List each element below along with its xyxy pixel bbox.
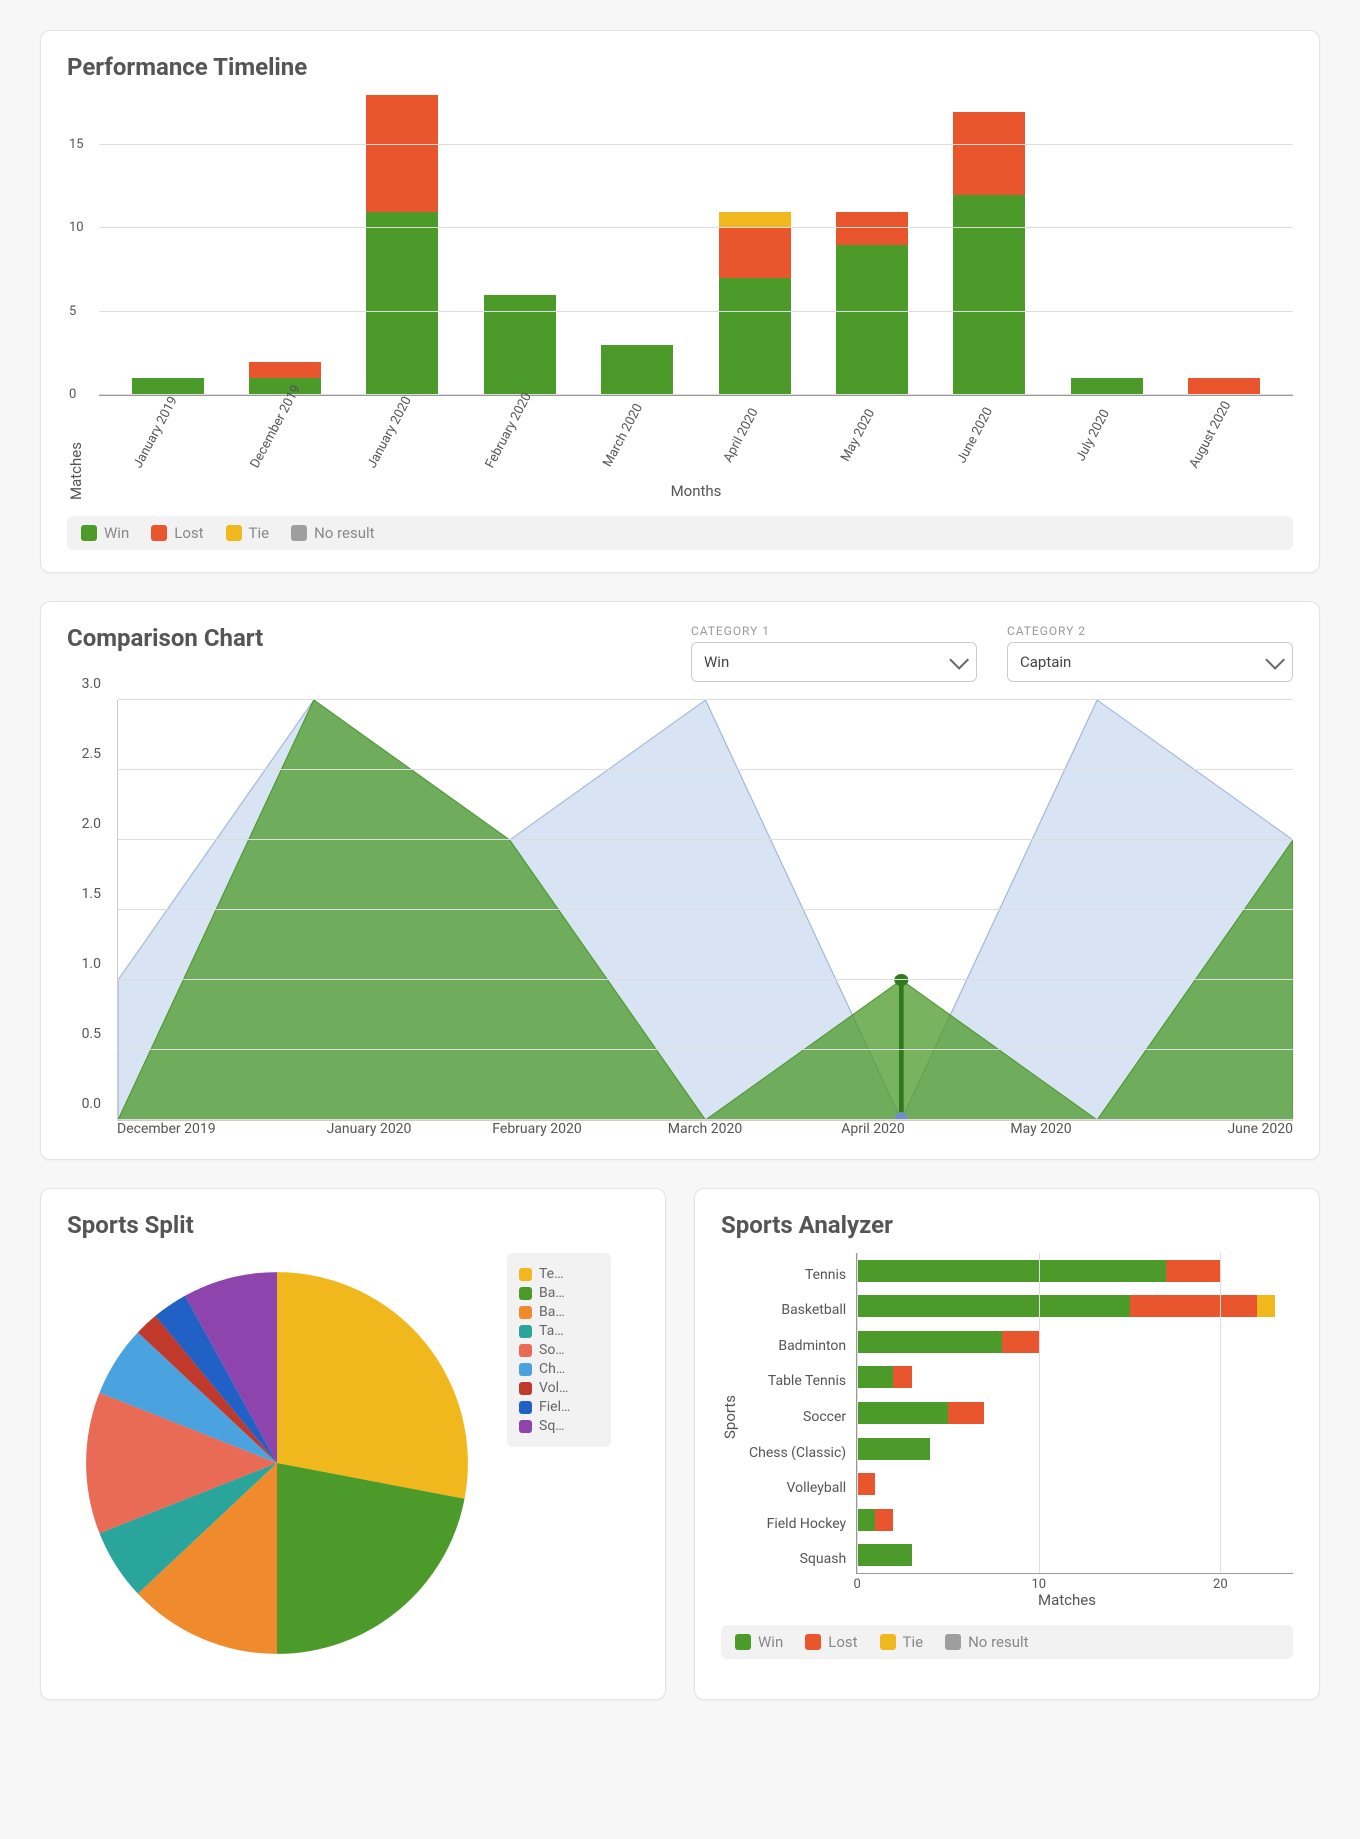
dashboard: Performance Timeline Matches 051015 Janu… [0,0,1360,1760]
legend-item[interactable]: Lost [151,524,203,542]
category1-label: CATEGORY 1 [691,624,977,638]
legend-item[interactable]: Te… [519,1266,599,1282]
comparison-xtick: February 2020 [453,1121,621,1137]
timeline-bar[interactable] [836,212,908,395]
legend-item[interactable]: Win [735,1633,783,1651]
legend-item[interactable]: Ba… [519,1304,599,1320]
legend-item[interactable]: Vol… [519,1380,599,1396]
category1-value: Win [704,653,729,671]
legend-item[interactable]: Tie [226,524,270,542]
sports-analyzer-plot: 01020 [856,1253,1293,1574]
sports-analyzer-bar[interactable] [857,1366,1293,1388]
timeline-bar[interactable] [719,212,791,395]
sports-analyzer-ytick: Soccer [749,1409,846,1425]
chevron-down-icon [1265,650,1285,670]
timeline-bar[interactable] [601,345,673,395]
timeline-bar[interactable] [249,362,321,395]
legend-item[interactable]: Sq… [519,1418,599,1434]
comparison-xtick: May 2020 [957,1121,1125,1137]
category2-group: CATEGORY 2 Captain [1007,624,1293,682]
category2-select[interactable]: Captain [1007,642,1293,682]
comparison-xtick: June 2020 [1125,1121,1293,1137]
category2-label: CATEGORY 2 [1007,624,1293,638]
legend-item[interactable]: Fiel… [519,1399,599,1415]
sports-analyzer-ytick: Field Hockey [749,1516,846,1532]
timeline-chart: Matches 051015 January 2019December 2019… [67,95,1293,500]
category1-group: CATEGORY 1 Win [691,624,977,682]
sports-analyzer-panel: Sports Analyzer Sports Tennis Basketball B… [694,1188,1320,1700]
sports-split-pie [67,1253,487,1677]
legend-item[interactable]: Tie [880,1633,924,1651]
timeline-bar[interactable] [366,95,438,395]
pie-slice[interactable] [277,1272,468,1499]
sports-analyzer-xlabel: Matches [721,1591,1293,1609]
timeline-legend: Win Lost Tie No result [67,516,1293,550]
sports-analyzer-ytick: Table Tennis [749,1373,846,1389]
chevron-down-icon [949,650,969,670]
sports-analyzer-ytick: Volleyball [749,1480,846,1496]
comparison-plot-area [117,700,1293,1121]
sports-split-legend: Te… Ba… Ba… Ta… So… Ch… Vol… Fiel… Sq… [507,1253,611,1447]
sports-analyzer-title: Sports Analyzer [721,1211,1293,1239]
timeline-ylabel: Matches [67,95,85,500]
comparison-panel: Comparison Chart CATEGORY 1 Win CATEGORY… [40,601,1320,1160]
sports-analyzer-ytick: Badminton [749,1338,846,1354]
legend-item[interactable]: No result [291,524,374,542]
legend-item[interactable]: Ch… [519,1361,599,1377]
sports-analyzer-bar[interactable] [857,1509,1293,1531]
performance-timeline-title: Performance Timeline [67,53,1293,81]
timeline-bar[interactable] [1071,378,1143,395]
comparison-xtick: December 2019 [117,1121,285,1137]
sports-analyzer-ytick: Tennis [749,1267,846,1283]
sports-analyzer-legend: Win Lost Tie No result [721,1625,1293,1659]
timeline-bar[interactable] [1188,378,1260,395]
category2-value: Captain [1020,653,1071,671]
sports-analyzer-ytick: Basketball [749,1302,846,1318]
comparison-title: Comparison Chart [67,624,263,652]
timeline-bar[interactable] [132,378,204,395]
legend-item[interactable]: Ta… [519,1323,599,1339]
sports-analyzer-bar[interactable] [857,1473,1293,1495]
legend-item[interactable]: No result [945,1633,1028,1651]
sports-analyzer-bar[interactable] [857,1295,1293,1317]
legend-item[interactable]: Ba… [519,1285,599,1301]
sports-analyzer-ytick: Chess (Classic) [749,1445,846,1461]
sports-analyzer-bar[interactable] [857,1402,1293,1424]
performance-timeline-panel: Performance Timeline Matches 051015 Janu… [40,30,1320,573]
sports-analyzer-bar[interactable] [857,1331,1293,1353]
timeline-plot-area: 051015 [99,95,1293,396]
timeline-bar[interactable] [953,112,1025,395]
sports-analyzer-ylabel: Sports [721,1395,739,1439]
sports-split-panel: Sports Split Te… Ba… Ba… Ta… So… Ch… Vol… Fiel…… [40,1188,666,1700]
sports-analyzer-bar[interactable] [857,1438,1293,1460]
sports-analyzer-bar[interactable] [857,1260,1293,1282]
legend-item[interactable]: Lost [805,1633,857,1651]
comparison-xtick: January 2020 [285,1121,453,1137]
sports-analyzer-bar[interactable] [857,1544,1293,1566]
comparison-xtick: April 2020 [789,1121,957,1137]
legend-item[interactable]: So… [519,1342,599,1358]
sports-split-title: Sports Split [67,1211,639,1239]
legend-item[interactable]: Win [81,524,129,542]
category1-select[interactable]: Win [691,642,977,682]
sports-analyzer-ytick: Squash [749,1551,846,1567]
comparison-xtick: March 2020 [621,1121,789,1137]
